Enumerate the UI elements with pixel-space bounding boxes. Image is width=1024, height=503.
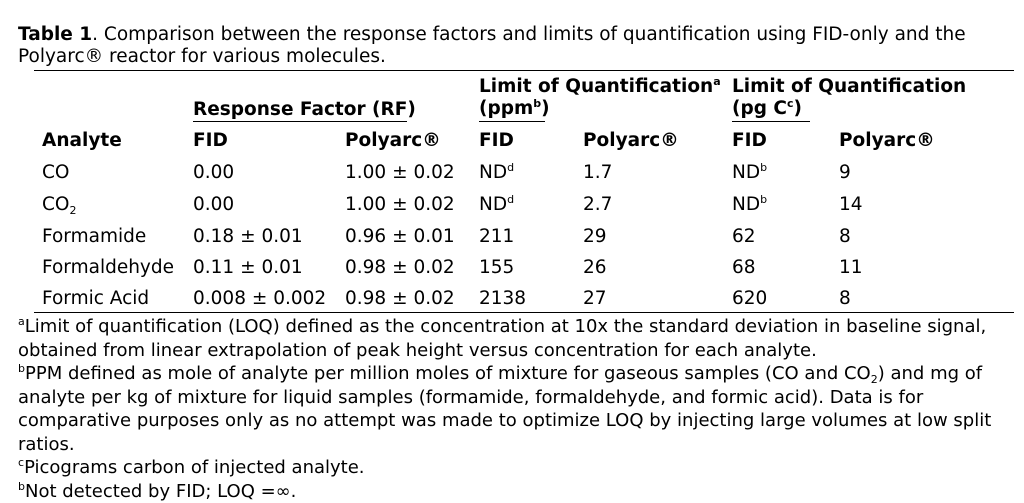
row-4-ppm-polyarc: 26 [583, 257, 607, 279]
table-label: Table 1 [18, 24, 92, 45]
top-rule [34, 70, 1014, 71]
row-2-rf-polyarc: 1.00 ± 0.02 [345, 194, 455, 216]
row-5-rf-polyarc: 0.98 ± 0.02 [345, 288, 455, 310]
table-caption: Table 1. Comparison between the response… [18, 24, 1013, 68]
row-4-rf-fid: 0.11 ± 0.01 [193, 257, 303, 279]
response-factor-underline [193, 121, 407, 122]
row-3-rf-fid: 0.18 ± 0.01 [193, 226, 303, 248]
row-4-ppm-fid: 155 [479, 257, 514, 279]
table-footnotes: aLimit of quantification (LOQ) defined a… [18, 315, 1018, 503]
row-5-pg-polyarc: 8 [839, 288, 851, 310]
row-1-ppm-fid: NDd [479, 162, 514, 184]
header-loq-ppm-unit: (ppmb) [479, 98, 550, 120]
row-1-rf-fid: 0.00 [193, 162, 234, 184]
col-header-pg-polyarc: Polyarc® [839, 130, 935, 152]
row-5-pg-fid: 620 [732, 288, 767, 310]
row-2-pg-polyarc: 14 [839, 194, 863, 216]
row-5-ppm-fid: 2138 [479, 288, 526, 310]
row-5-rf-fid: 0.008 ± 0.002 [193, 288, 326, 310]
row-1-ppm-polyarc: 1.7 [583, 162, 612, 184]
header-response-factor: Response Factor (RF) [193, 99, 416, 121]
row-3-ppm-polyarc: 29 [583, 226, 607, 248]
footnote-c: cPicograms carbon of injected analyte. [18, 456, 1018, 480]
col-header-pg-fid: FID [732, 130, 767, 152]
row-3-pg-polyarc: 8 [839, 226, 851, 248]
footnote-a: aLimit of quantification (LOQ) defined a… [18, 315, 1018, 362]
row-3-pg-fid: 62 [732, 226, 756, 248]
row-3-rf-polyarc: 0.96 ± 0.01 [345, 226, 455, 248]
col-header-rf-fid: FID [193, 130, 228, 152]
row-4-pg-fid: 68 [732, 257, 756, 279]
col-header-rf-polyarc: Polyarc® [345, 130, 441, 152]
row-3-ppm-fid: 211 [479, 226, 514, 248]
row-5-ppm-polyarc: 27 [583, 288, 607, 310]
row-4-rf-polyarc: 0.98 ± 0.02 [345, 257, 455, 279]
loq-ppm-underline [479, 121, 545, 122]
row-1-pg-polyarc: 9 [839, 162, 851, 184]
row-2-rf-fid: 0.00 [193, 194, 234, 216]
row-5-analyte: Formic Acid [42, 288, 149, 310]
row-1-rf-polyarc: 1.00 ± 0.02 [345, 162, 455, 184]
row-2-ppm-polyarc: 2.7 [583, 194, 612, 216]
row-4-analyte: Formaldehyde [42, 257, 174, 279]
col-header-ppm-polyarc: Polyarc® [583, 130, 679, 152]
header-loq-pg: Limit of Quantification [732, 76, 966, 98]
caption-text: . Comparison between the response factor… [18, 24, 966, 67]
bottom-rule [34, 312, 1014, 313]
header-loq-ppm: Limit of Quantificationa [479, 76, 721, 98]
col-header-analyte: Analyte [42, 130, 122, 152]
row-1-pg-fid: NDb [732, 162, 767, 184]
header-loq-pg-unit: (pg Cc) [732, 98, 802, 120]
row-2-pg-fid: NDb [732, 194, 767, 216]
row-3-analyte: Formamide [42, 226, 146, 248]
row-2-ppm-fid: NDd [479, 194, 514, 216]
row-2-analyte: CO2 [42, 194, 76, 216]
row-1-analyte: CO [42, 162, 69, 184]
loq-pg-underline [732, 121, 810, 122]
row-4-pg-polyarc: 11 [839, 257, 863, 279]
footnote-b: bPPM defined as mole of analyte per mill… [18, 362, 1018, 456]
footnote-d: bNot detected by FID; LOQ =∞. [18, 480, 1018, 503]
col-header-ppm-fid: FID [479, 130, 514, 152]
